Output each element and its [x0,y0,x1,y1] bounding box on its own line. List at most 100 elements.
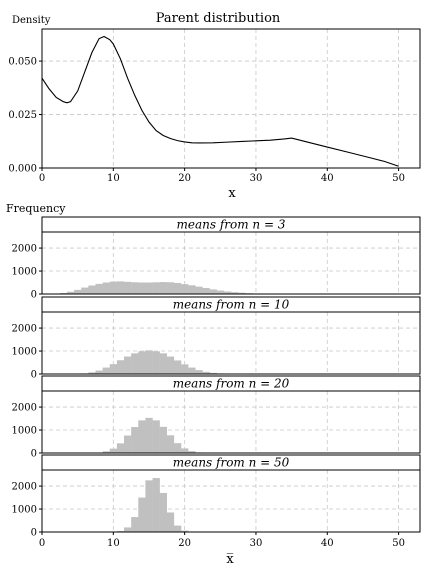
histogram-bar [216,290,225,294]
top-x-tick-label: 30 [250,173,263,184]
bottom-x-tick-label: 20 [178,538,191,549]
top-x-tick-label: 10 [107,173,120,184]
top-y-tick-label: 0.000 [8,164,37,175]
panel-y-tick-label: 2000 [12,244,37,255]
panel-y-tick-label: 1000 [12,267,37,278]
histogram-bar [188,367,196,374]
histogram-bar [152,478,160,532]
histogram-bar [138,497,146,532]
histogram-bar [74,289,82,294]
histogram-bar [166,512,175,532]
top-y-tick-label: 0.025 [8,110,37,121]
panel-strip-label: means from n = 3 [177,218,286,232]
panel-y-tick-label: 1000 [12,347,37,358]
panel-y-tick-label: 1000 [12,505,37,516]
histogram-bar [202,288,210,294]
histogram-bar [166,356,175,374]
x-axis-label: x [228,186,236,201]
histogram-bar [238,292,246,294]
sampling-distribution-panels: 0 1000 2000 means from n = 3 0 1000 2000 means … [12,216,421,539]
histogram-bar [195,286,203,294]
panel-y-tick-label: 0 [31,528,37,539]
histogram-bar [95,370,103,374]
parent-plot-frame [41,28,421,169]
histogram-bar [124,435,132,453]
density-curve [41,35,399,167]
histogram-bar [188,285,196,294]
panel-y-tick-label: 0 [31,370,37,381]
parent-title: Parent distribution [156,11,281,26]
histogram-bar [181,364,189,374]
histogram-bar [231,292,239,294]
histogram-bar [223,291,232,294]
histogram-bar [159,492,168,532]
histogram-bar [152,420,160,453]
bottom-x-tick-label: 40 [321,538,334,549]
histogram-bar [152,282,160,294]
histogram-bar [202,371,210,374]
histogram-bar [159,353,168,374]
histogram-bar [131,427,139,453]
panel-n3: 0 1000 2000 means from n = 3 [12,216,421,301]
histogram-bar [66,291,75,294]
histogram-bar [88,372,96,374]
histogram-bar [95,283,103,294]
histogram-bar [124,281,132,294]
panel-frame [41,311,421,375]
histogram-bar [181,448,189,453]
histogram-bar [145,417,153,453]
histogram-bar [109,364,118,374]
histogram-bar [152,351,160,374]
histogram-bar [181,530,189,532]
histogram-bar [109,448,118,453]
panel-y-tick-label: 0 [31,449,37,460]
panel-strip-label: means from n = 20 [173,377,290,391]
histogram-bar [116,360,125,374]
parent-distribution-panel: Parent distribution Density x 0 10 20 30 40 5… [8,11,421,201]
xbar-axis-label: x̅ [226,552,234,567]
histogram-bar [209,289,217,294]
histogram-bar [102,282,110,294]
histogram-bar [209,372,217,374]
histogram-bar [131,353,139,374]
histogram-bar [173,282,182,294]
histogram-bar [124,527,132,532]
top-x-tick-label: 40 [321,173,334,184]
histogram-bar [159,282,168,294]
panel-y-tick-label: 2000 [12,403,37,414]
histogram-bar [145,350,153,374]
histogram-bar [188,451,196,453]
histogram-bar [59,292,68,294]
panel-y-tick-label: 2000 [12,482,37,493]
density-axis-label: Density [12,15,51,26]
bottom-x-tick-label: 30 [250,538,263,549]
histogram-bar [173,443,182,453]
histogram-bar [109,281,118,294]
histogram-bar [195,370,203,374]
histogram-bar [102,451,110,453]
panel-frame [41,469,421,533]
bottom-x-tick-label: 10 [107,538,120,549]
top-x-tick-label: 50 [392,173,405,184]
histogram-bar [138,282,146,294]
histogram-bar [138,351,146,374]
frequency-axis-label: Frequency [6,202,66,215]
histogram-bar [116,443,125,453]
histogram-bar [131,517,139,532]
histogram-bar [102,367,110,374]
histogram-bar [166,435,175,453]
panel-n10: 0 1000 2000 means from n = 10 [12,296,421,381]
histogram-bar [173,525,182,532]
panel-y-tick-label: 2000 [12,324,37,335]
histogram-bar [81,287,89,294]
top-x-tick-label: 0 [39,173,45,184]
panel-frame [41,390,421,454]
histogram-bar [166,282,175,294]
histogram-bar [181,284,189,294]
histogram-bar [159,426,168,453]
histogram-bar [88,285,96,294]
histogram-bar [145,282,153,294]
top-y-tick-label: 0.050 [8,57,37,68]
panel-n50: 0 1000 2000 means from n = 50 [12,454,421,539]
